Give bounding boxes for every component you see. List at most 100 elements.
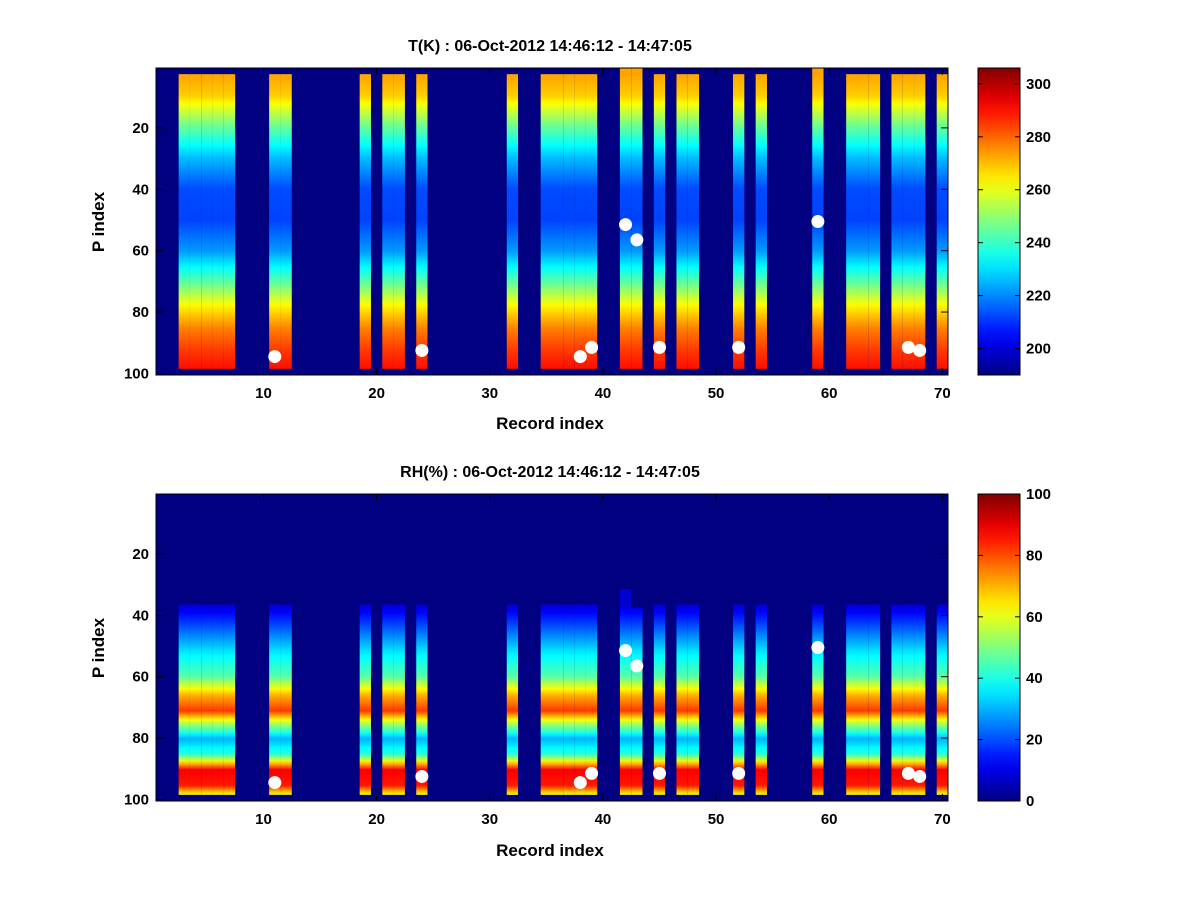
humidity-marker-3 bbox=[585, 766, 599, 780]
temperature-ytick-label: 80 bbox=[132, 304, 149, 321]
temperature-marker-7 bbox=[732, 340, 746, 354]
temperature-axis-ticks: 10 20 30 40 50 60 70 20 40 60 80 100 bbox=[124, 68, 951, 402]
temperature-column-11 bbox=[269, 74, 281, 369]
temperature-xtick-label: 30 bbox=[481, 385, 498, 402]
temperature-column-12 bbox=[280, 74, 292, 369]
temperature-marker-1 bbox=[415, 343, 429, 357]
humidity-column-47 bbox=[676, 604, 688, 795]
temperature-ytick-label: 40 bbox=[132, 181, 149, 198]
humidity-colorbar-tick-label: 80 bbox=[1026, 547, 1043, 564]
humidity-heatmap bbox=[156, 494, 948, 801]
temperature-xtick-label: 40 bbox=[595, 385, 612, 402]
temperature-colorbar-tick-label: 260 bbox=[1026, 182, 1051, 199]
temperature-column-66 bbox=[891, 74, 903, 369]
humidity-column-59 bbox=[812, 604, 824, 795]
humidity-xtick-label: 70 bbox=[934, 811, 951, 828]
temperature-ytick-label: 100 bbox=[124, 365, 149, 382]
temperature-colorbar-tick-label: 300 bbox=[1026, 76, 1051, 93]
humidity-column-38 bbox=[574, 604, 586, 795]
humidity-plot-frame bbox=[155, 493, 949, 802]
humidity-column-12 bbox=[280, 604, 292, 795]
temperature-column-68 bbox=[914, 74, 926, 369]
humidity-ytick-label: 40 bbox=[132, 607, 149, 624]
temperature-column-47 bbox=[676, 74, 688, 369]
humidity-marker-10 bbox=[913, 769, 927, 783]
temperature-column-54 bbox=[755, 74, 767, 369]
humidity-column-39 bbox=[585, 604, 598, 795]
humidity-column-35 bbox=[540, 604, 552, 795]
temperature-marker-0 bbox=[268, 350, 282, 364]
temperature-column-52 bbox=[733, 74, 745, 369]
temperature-marker-5 bbox=[630, 233, 644, 247]
humidity-column-22 bbox=[393, 604, 405, 795]
temperature-column-48 bbox=[687, 74, 700, 369]
temperature-column-19 bbox=[359, 74, 371, 369]
humidity-column-6 bbox=[212, 604, 224, 795]
humidity-marker-2 bbox=[573, 776, 587, 790]
temperature-marker-4 bbox=[619, 218, 633, 232]
temperature-column-70 bbox=[936, 74, 948, 369]
temperature-heatmap bbox=[156, 68, 948, 375]
temperature-column-4 bbox=[189, 74, 202, 369]
temperature-column-45 bbox=[653, 74, 666, 369]
temperature-xtick-label: 20 bbox=[368, 385, 385, 402]
temperature-colorbar: 200 220 240 260 280 300 bbox=[977, 67, 1051, 376]
humidity-column-11 bbox=[269, 604, 281, 795]
humidity-ytick-label: 100 bbox=[124, 791, 149, 808]
temperature-column-36 bbox=[552, 74, 564, 369]
temperature-xtick-label: 70 bbox=[934, 385, 951, 402]
temperature-colorbar-tick-label: 280 bbox=[1026, 129, 1051, 146]
humidity-column-63 bbox=[857, 604, 869, 795]
temperature-colorbar-scale bbox=[977, 67, 1021, 376]
temperature-ytick-label: 20 bbox=[132, 120, 149, 137]
humidity-axis-ticks: 10 20 30 40 50 60 70 20 40 60 80 100 bbox=[124, 494, 951, 828]
humidity-marker-0 bbox=[268, 776, 282, 790]
humidity-column-37 bbox=[563, 604, 575, 795]
temperature-column-37 bbox=[563, 74, 575, 369]
humidity-ytick-label: 80 bbox=[132, 730, 149, 747]
temperature-column-39 bbox=[585, 74, 598, 369]
humidity-colorbar-tick-label: 40 bbox=[1026, 670, 1043, 687]
temperature-marker-3 bbox=[585, 340, 599, 354]
temperature-column-32 bbox=[506, 74, 519, 369]
temperature-marker-8 bbox=[811, 215, 825, 228]
humidity-column-36 bbox=[552, 604, 564, 795]
temperature-column-24 bbox=[416, 74, 428, 369]
temperature-xtick-label: 10 bbox=[255, 385, 272, 402]
temperature-ytick-label: 60 bbox=[132, 243, 149, 260]
temperature-column-43 bbox=[631, 68, 643, 369]
humidity-colorbar-scale bbox=[977, 493, 1021, 802]
temperature-colorbar-tick-label: 220 bbox=[1026, 288, 1051, 305]
temperature-column-6 bbox=[212, 74, 224, 369]
humidity-column-54 bbox=[755, 604, 767, 795]
temperature-panel: T(K) : 06-Oct-2012 14:46:12 - 14:47:05 1… bbox=[89, 38, 1051, 433]
humidity-column-32 bbox=[506, 604, 519, 795]
humidity-colorbar-tick-label: 100 bbox=[1026, 486, 1051, 503]
humidity-marker-layer bbox=[268, 641, 927, 790]
temperature-marker-9 bbox=[901, 340, 915, 354]
temperature-plot-frame bbox=[155, 67, 949, 376]
humidity-column-70 bbox=[936, 604, 948, 795]
temperature-column-7 bbox=[223, 74, 236, 369]
humidity-column-4 bbox=[189, 604, 202, 795]
humidity-column-45 bbox=[653, 604, 666, 795]
temperature-column-62 bbox=[846, 74, 858, 369]
humidity-marker-6 bbox=[652, 766, 666, 780]
humidity-column-64 bbox=[868, 604, 881, 795]
temperature-column-35 bbox=[540, 74, 552, 369]
humidity-marker-7 bbox=[732, 766, 746, 780]
humidity-column-42 bbox=[619, 589, 632, 795]
humidity-chart-title: RH(%) : 06-Oct-2012 14:46:12 - 14:47:05 bbox=[400, 464, 700, 481]
humidity-xtick-label: 60 bbox=[821, 811, 838, 828]
humidity-column-52 bbox=[733, 604, 745, 795]
temperature-marker-layer bbox=[268, 215, 927, 364]
humidity-column-21 bbox=[382, 604, 394, 795]
humidity-marker-5 bbox=[630, 659, 644, 673]
humidity-column-67 bbox=[902, 604, 915, 795]
humidity-column-48 bbox=[687, 604, 700, 795]
temperature-marker-6 bbox=[652, 340, 666, 354]
humidity-colorbar: 0 20 40 60 80 100 bbox=[977, 486, 1051, 810]
humidity-colorbar-tick-label: 20 bbox=[1026, 732, 1043, 749]
humidity-marker-4 bbox=[619, 644, 633, 658]
